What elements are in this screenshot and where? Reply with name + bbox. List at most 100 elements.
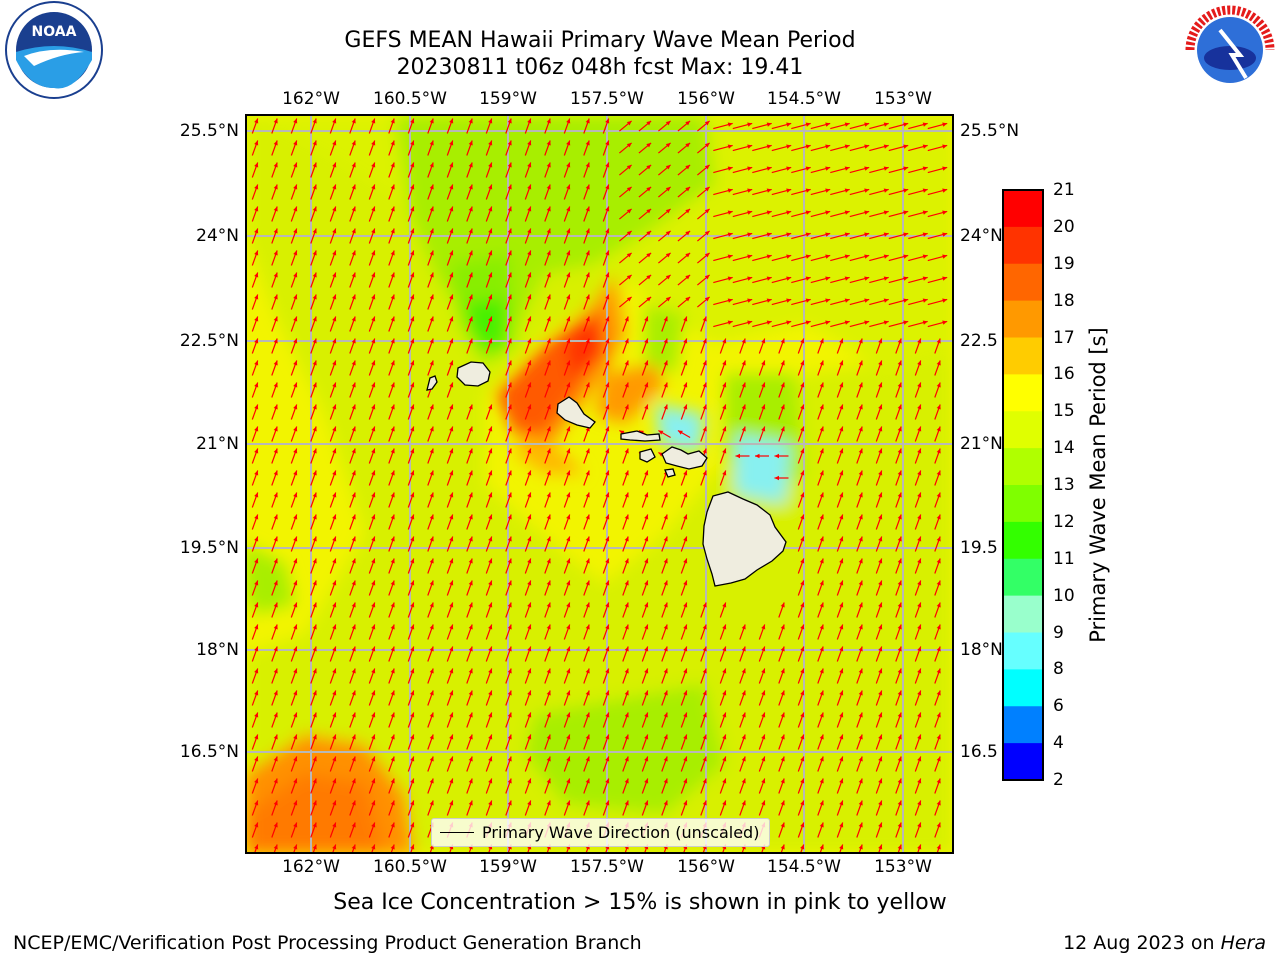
wave-arrowhead [585, 778, 590, 784]
wave-arrowhead [546, 800, 551, 806]
wave-arrowhead [741, 778, 746, 784]
wave-arrowhead [546, 294, 551, 300]
wave-arrowhead [605, 162, 610, 168]
wave-arrowhead [825, 232, 831, 237]
wave-arrowhead [619, 430, 625, 435]
wave-arrowhead [468, 470, 473, 476]
wave-arrowhead [312, 734, 317, 740]
wave-arrowhead [942, 254, 948, 259]
wave-arrowhead [293, 624, 298, 630]
wave-arrowhead [883, 122, 889, 127]
wave-arrowhead [766, 144, 772, 149]
wave-arrowhead [546, 360, 551, 366]
wave-arrowhead [800, 470, 805, 476]
wave-arrowhead [273, 778, 278, 784]
wave-arrowhead [390, 382, 395, 388]
wave-arrowhead [665, 252, 671, 258]
wave-arrowhead [527, 360, 532, 366]
colorbar-tick-label: 14 [1053, 438, 1075, 459]
wave-arrowhead [332, 536, 337, 542]
wave-arrowhead [878, 624, 883, 630]
wave-arrowhead [786, 320, 792, 325]
wave-arrowhead [449, 778, 454, 784]
wave-arrowhead [254, 184, 259, 190]
wave-arrowhead [585, 272, 590, 278]
wave-arrowhead [897, 580, 902, 586]
wave-arrowhead [273, 646, 278, 652]
wave-arrowhead [800, 360, 805, 366]
wave-arrowhead [488, 316, 493, 322]
wave-arrowhead [663, 404, 668, 410]
wave-arrowhead [332, 624, 337, 630]
wave-arrowhead [683, 690, 688, 696]
wave-arrowhead [332, 492, 337, 498]
wave-arrowhead [332, 646, 337, 652]
island-maui [661, 446, 708, 470]
wave-arrowhead [371, 184, 376, 190]
wave-arrowhead [644, 316, 649, 322]
wave-arrowhead [585, 382, 590, 388]
wave-arrowhead [825, 276, 831, 281]
wave-arrowhead [371, 624, 376, 630]
wave-arrowhead [800, 558, 805, 564]
wave-arrowhead [624, 668, 629, 674]
wave-arrowhead [468, 272, 473, 278]
wave-arrowhead [897, 712, 902, 718]
wave-arrowhead [917, 492, 922, 498]
wave-arrowhead [254, 624, 259, 630]
wave-arrowhead [741, 382, 746, 388]
wave-arrowhead [293, 514, 298, 520]
wave-arrowhead [488, 184, 493, 190]
wave-arrowhead [312, 800, 317, 806]
wave-arrowhead [702, 690, 707, 696]
wave-arrowhead [605, 624, 610, 630]
wave-arrowhead [766, 232, 772, 237]
wave-arrowhead [390, 316, 395, 322]
wave-arrowhead [624, 448, 629, 454]
wave-arrowhead [312, 382, 317, 388]
wave-arrowhead [332, 294, 337, 300]
colorbar-segment [1003, 300, 1043, 338]
wave-arrowhead [903, 232, 909, 237]
wave-arrowhead [735, 453, 740, 459]
wave-arrowhead [527, 778, 532, 784]
wave-arrowhead [566, 316, 571, 322]
wave-arrowhead [702, 448, 707, 454]
wave-arrowhead [410, 294, 415, 300]
wave-arrowhead [312, 338, 317, 344]
island-molokai [620, 430, 661, 442]
wave-arrowhead [351, 756, 356, 762]
wave-arrowhead [254, 800, 259, 806]
wave-arrowhead [819, 580, 824, 586]
wave-arrowhead [683, 536, 688, 542]
wave-arrowhead [605, 140, 610, 146]
wave-arrowhead [254, 140, 259, 146]
wave-arrowhead [351, 316, 356, 322]
wave-arrowhead [644, 338, 649, 344]
wave-arrowhead [507, 580, 512, 586]
wave-arrowhead [449, 624, 454, 630]
wave-arrowhead [922, 232, 928, 237]
wave-arrowhead [429, 206, 434, 212]
wave-arrowhead [527, 602, 532, 608]
wave-arrowhead [780, 756, 785, 762]
wave-arrowhead [312, 624, 317, 630]
colorbar-segment [1003, 632, 1043, 670]
lon-label-top-5: 156°W [677, 89, 735, 109]
wave-arrowhead [293, 118, 298, 124]
wave-arrowhead [371, 206, 376, 212]
wave-arrowhead [429, 624, 434, 630]
colorbar-segment [1003, 743, 1043, 781]
colorbar-segment [1003, 411, 1043, 449]
wave-arrowhead [488, 602, 493, 608]
wave-arrowhead [624, 514, 629, 520]
wave-arrowhead [390, 514, 395, 520]
wave-arrowhead [293, 140, 298, 146]
wave-arrowhead [410, 360, 415, 366]
lat-label-right-5: 19.5 [960, 538, 998, 558]
wave-arrowhead [527, 712, 532, 718]
wave-arrowhead [410, 602, 415, 608]
wave-arrowhead [624, 646, 629, 652]
wave-arrowhead [351, 492, 356, 498]
wave-arrowhead [722, 668, 727, 674]
